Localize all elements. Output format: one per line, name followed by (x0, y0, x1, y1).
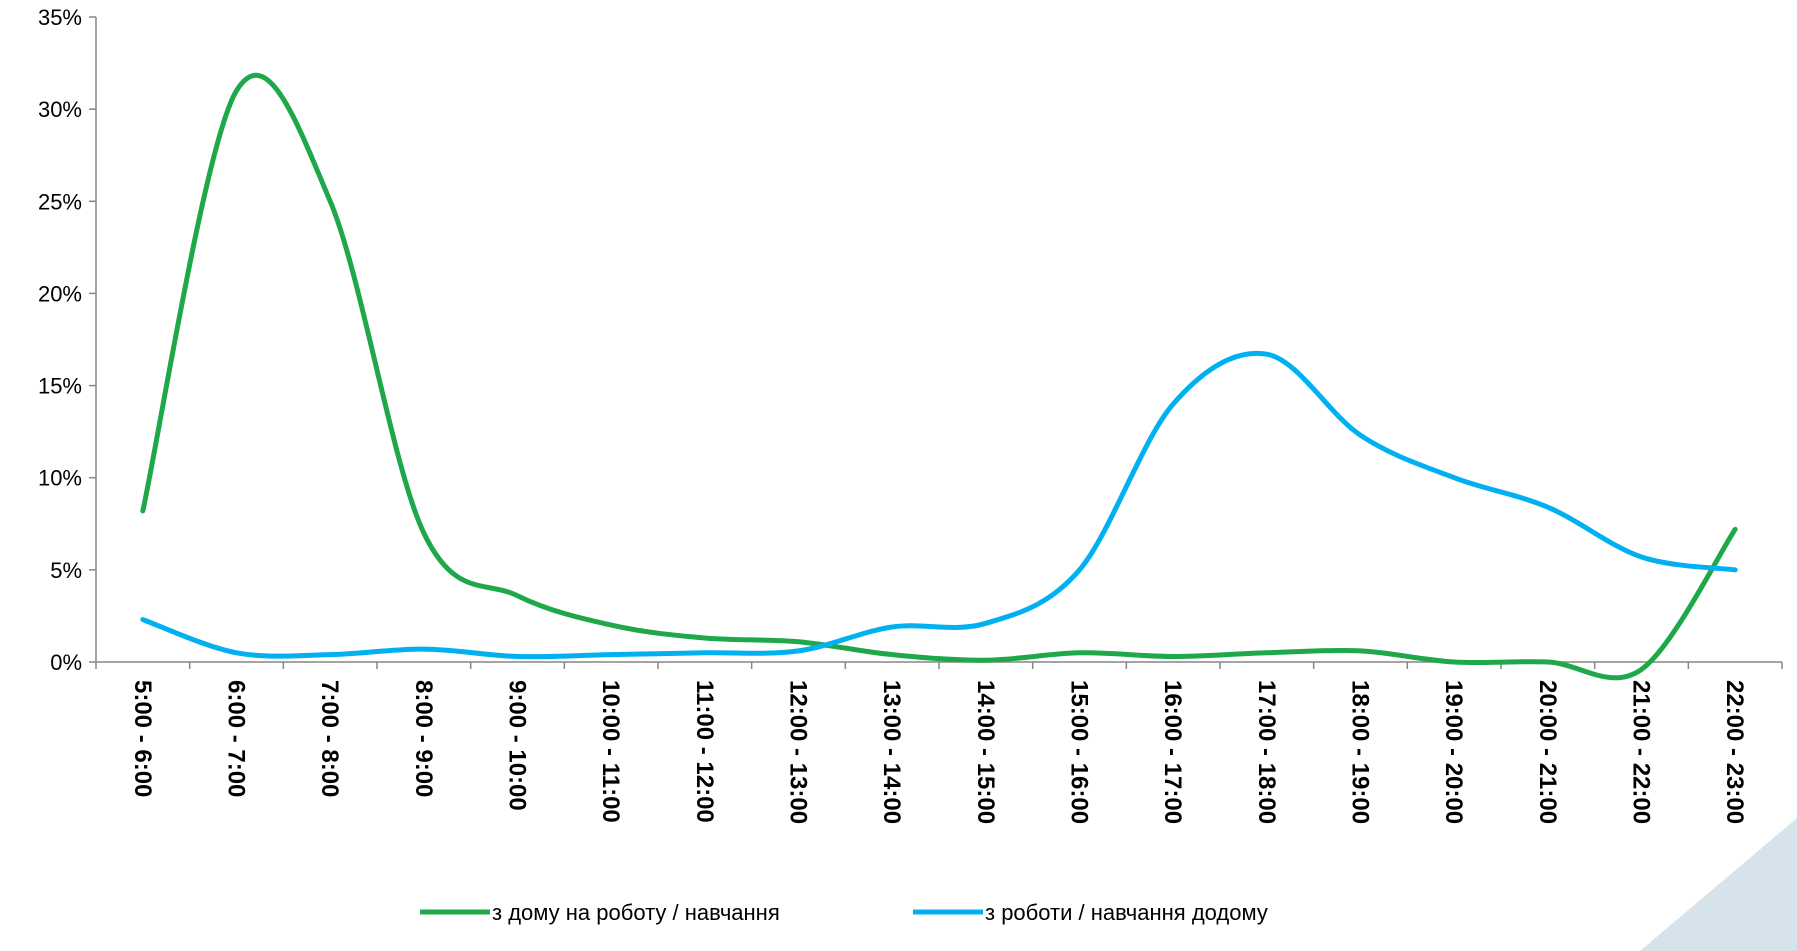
x-tick-label: 19:00 - 20:00 (1440, 680, 1467, 824)
x-tick-label: 7:00 - 8:00 (316, 680, 343, 797)
y-tick-label: 0% (50, 650, 82, 675)
y-tick-label: 10% (38, 466, 82, 491)
x-tick-label: 6:00 - 7:00 (223, 680, 250, 797)
x-tick-label: 5:00 - 6:00 (129, 680, 156, 797)
x-tick-label: 9:00 - 10:00 (504, 680, 531, 811)
y-tick-label: 30% (38, 97, 82, 122)
series-line-2 (140, 350, 1738, 660)
y-tick-label: 25% (38, 189, 82, 214)
y-tick-label: 35% (38, 5, 82, 30)
x-tick-label: 16:00 - 17:00 (1159, 680, 1186, 824)
x-tick-label: 12:00 - 13:00 (785, 680, 812, 824)
x-tick-label: 18:00 - 19:00 (1347, 680, 1374, 824)
legend-item-1: з дому на роботу / навчання (420, 900, 780, 925)
y-axis: 0% 5% 10% 15% 20% 25% 30% 35% (38, 5, 97, 675)
x-tick-label: 14:00 - 15:00 (972, 680, 999, 824)
legend-label: з роботи / навчання додому (985, 900, 1268, 925)
x-tick-label: 17:00 - 18:00 (1253, 680, 1280, 824)
series-line-1 (140, 72, 1738, 681)
corner-decoration (1640, 818, 1797, 951)
legend-label: з дому на роботу / навчання (492, 900, 780, 925)
x-tick-label: 15:00 - 16:00 (1066, 680, 1093, 824)
y-tick-label: 15% (38, 374, 82, 399)
series-layer (140, 72, 1738, 681)
x-tick-label: 22:00 - 23:00 (1721, 680, 1748, 824)
y-tick-label: 5% (50, 558, 82, 583)
x-tick-label: 13:00 - 14:00 (878, 680, 905, 824)
y-tick-label: 20% (38, 281, 82, 306)
x-tick-label: 11:00 - 12:00 (691, 680, 718, 823)
legend-item-2: з роботи / навчання додому (913, 900, 1268, 925)
x-tick-label: 10:00 - 11:00 (597, 680, 624, 823)
series-2 (140, 350, 1738, 660)
series-1 (140, 72, 1738, 681)
x-tick-label: 20:00 - 21:00 (1534, 680, 1561, 824)
x-tick-label: 21:00 - 22:00 (1628, 680, 1655, 824)
x-tick-label: 8:00 - 9:00 (410, 680, 437, 797)
x-axis: 5:00 - 6:00 6:00 - 7:00 7:00 - 8:00 8:00 - … (95, 661, 1783, 824)
legend: з дому на роботу / навчання з роботи / на… (420, 900, 1268, 925)
